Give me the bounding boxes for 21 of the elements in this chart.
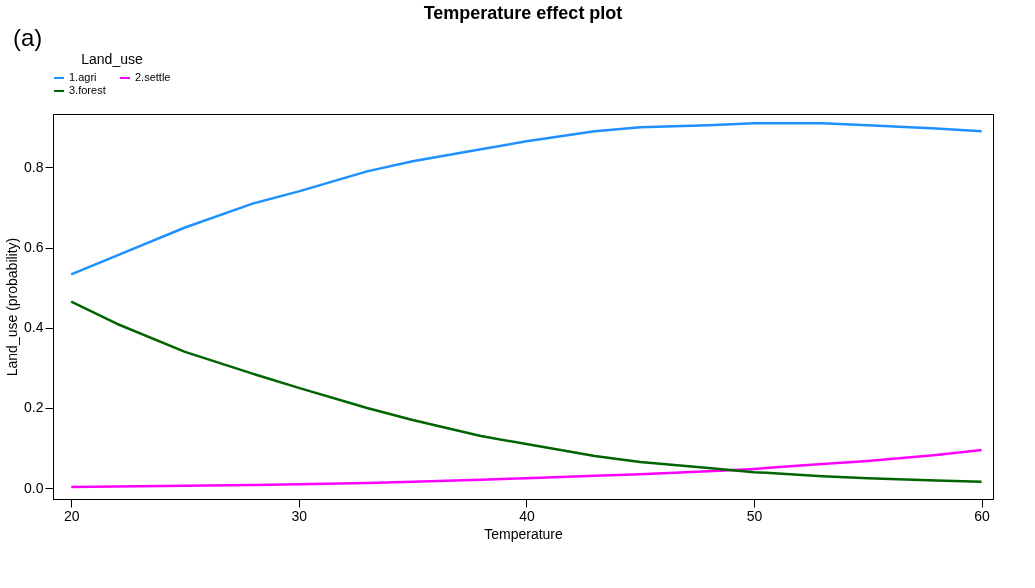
legend-label: 2.settle [135,71,171,83]
x-tick-label: 20 [63,507,80,524]
legend-label: 1.agri [69,71,97,83]
x-tick-label: 40 [519,507,535,524]
chart-title: Temperature effect plot [423,3,623,23]
y-tick-label: 0.0 [24,479,44,496]
line-series [69,448,983,489]
y-tick-label: 0.4 [24,319,44,336]
x-tick-label: 30 [291,507,308,524]
x-tick-label: 50 [746,507,763,524]
y-tick-label: 0.8 [24,158,44,175]
line-series [69,121,983,276]
y-tick-label: 0.6 [24,239,44,256]
legend-label: 3.forest [69,84,106,96]
line-series [69,300,983,484]
text: (a) [13,24,43,51]
legend-title: Land_use [81,51,143,67]
y-axis-title: Land_use (probability) [4,237,21,377]
x-tick-label: 60 [974,507,991,524]
y-tick-label: 0.2 [24,399,44,416]
x-axis-title: Temperature [484,525,564,542]
